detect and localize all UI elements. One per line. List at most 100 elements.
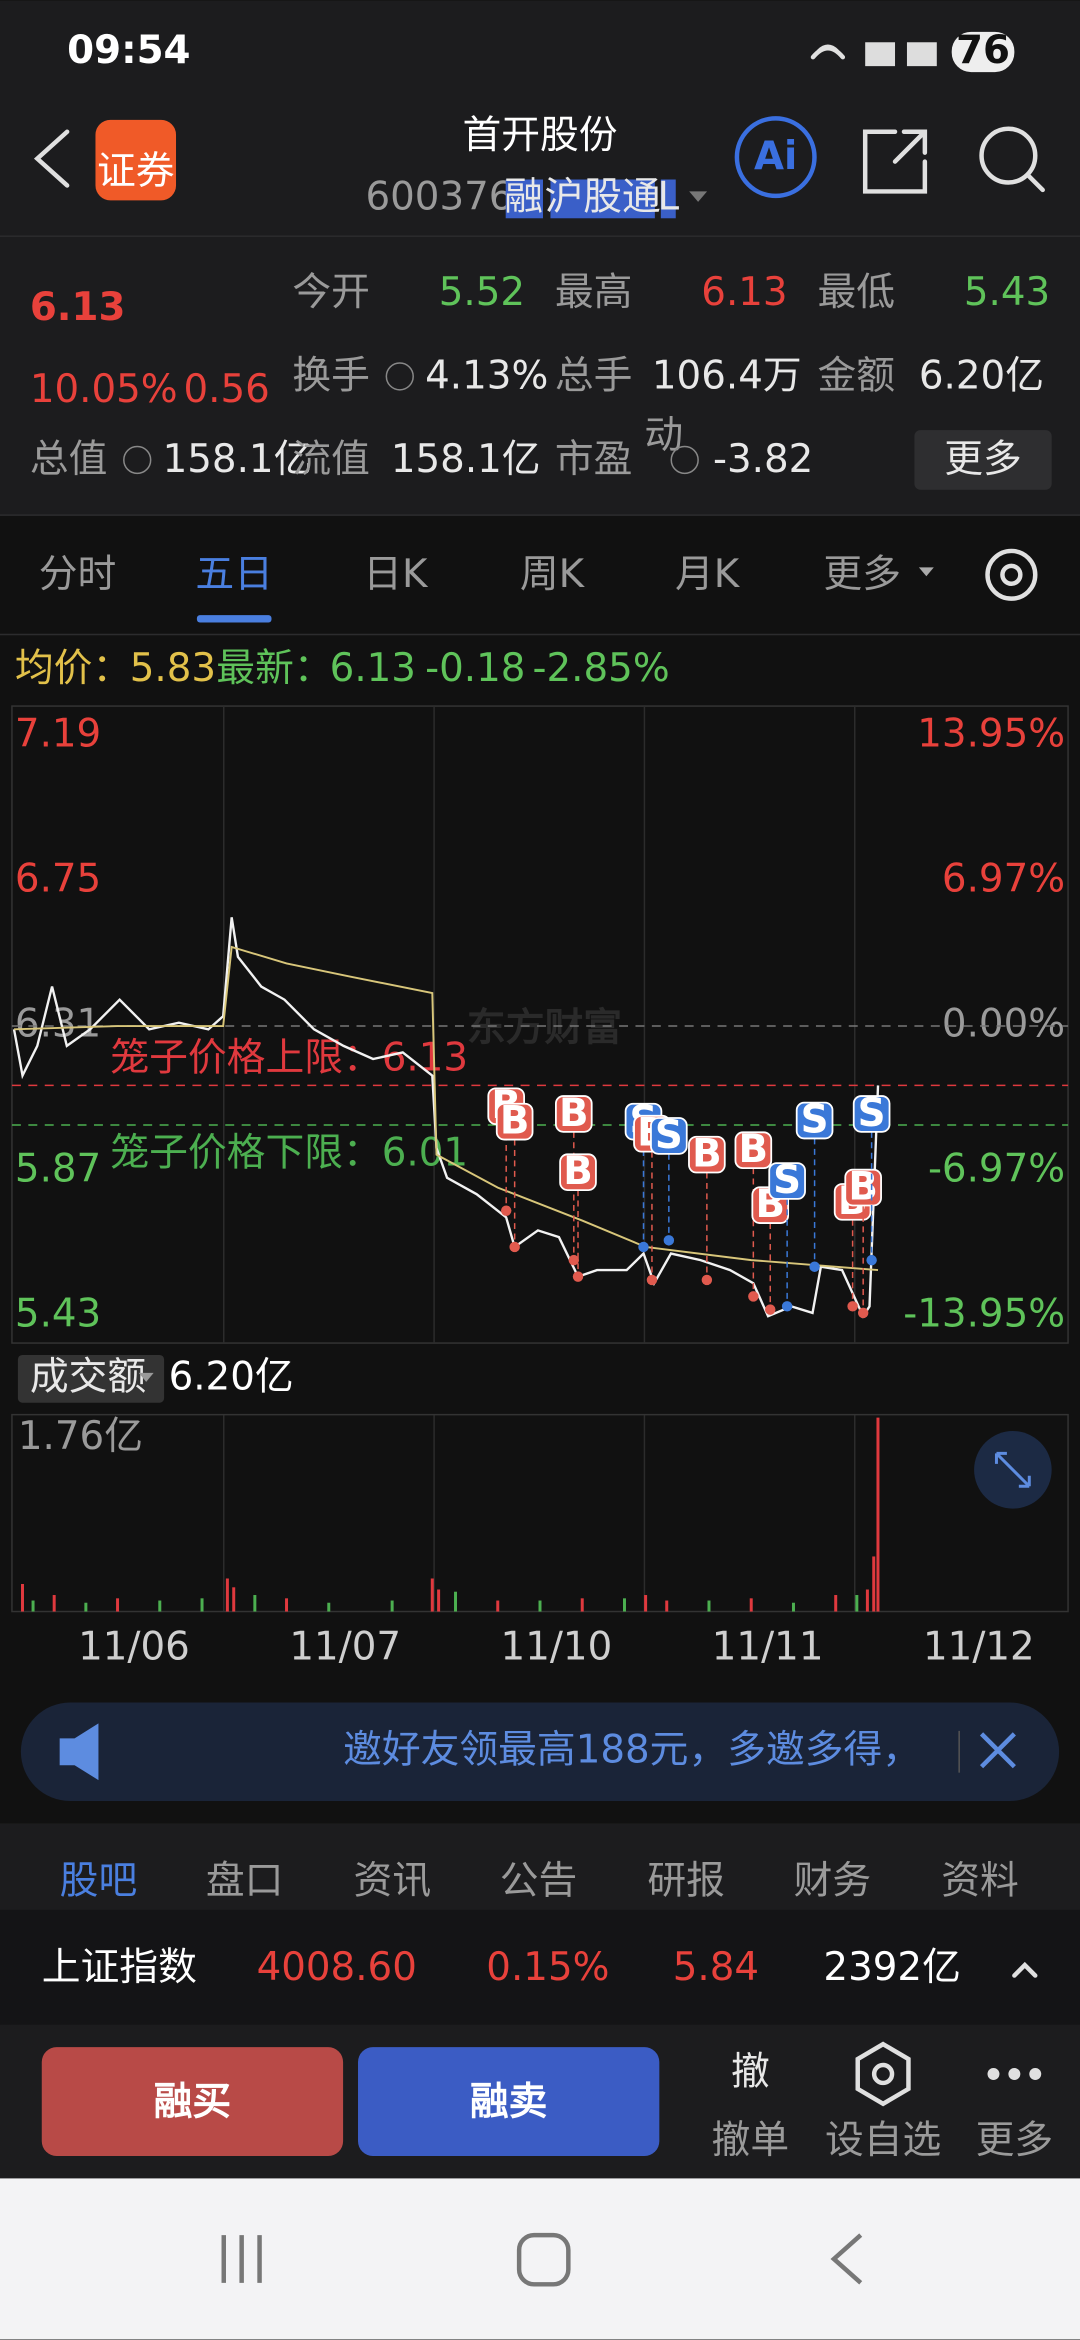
volume-bar (21, 1584, 24, 1612)
search-button[interactable] (979, 126, 1038, 185)
top-panel (0, 0, 1080, 516)
info-icon (123, 445, 152, 475)
volume-bar (31, 1600, 35, 1612)
cancel-label[interactable]: 撤单 (712, 2118, 790, 2163)
tab[interactable]: 日K (363, 552, 429, 597)
expand-caret[interactable] (1012, 1961, 1038, 1978)
cancel-icon[interactable]: 撤 (731, 2049, 770, 2094)
volume-bar (872, 1556, 876, 1612)
tag: 融 (504, 174, 543, 219)
home-button[interactable] (516, 2232, 571, 2287)
marker-label: S (773, 1158, 801, 1203)
more-button[interactable] (914, 430, 1052, 490)
watch-label[interactable]: 设自选 (825, 2118, 941, 2163)
tab[interactable]: 公告 (500, 1859, 578, 1904)
y2-tick-label: -6.97% (928, 1147, 1065, 1192)
shape (1029, 2068, 1042, 2080)
tab[interactable]: 周K (520, 552, 586, 597)
marker-dot (568, 1254, 580, 1266)
marker-dot (701, 1274, 713, 1286)
tag: L (657, 174, 679, 219)
watch-icon[interactable] (855, 2041, 911, 2107)
tab[interactable]: 资料 (941, 1859, 1019, 1904)
tab[interactable]: 研报 (647, 1859, 725, 1904)
tab-active[interactable]: 五日 (195, 552, 273, 597)
dropdown-icon (138, 1372, 154, 1382)
tab[interactable]: 资讯 (354, 1859, 432, 1904)
buy-label[interactable]: 融买 (154, 2079, 232, 2124)
info-icon (385, 362, 414, 391)
sell-label[interactable]: 融卖 (470, 2079, 548, 2124)
tab[interactable]: 分时 (39, 552, 117, 597)
ai-button[interactable] (734, 116, 817, 199)
tag-bg (550, 179, 655, 219)
tag-bg (505, 179, 543, 219)
y2-tick-label: 13.95% (917, 711, 1065, 756)
y2-tick-label: -13.95% (903, 1292, 1065, 1337)
index-amount: 2392亿 (823, 1945, 960, 1990)
marker-dot (638, 1241, 649, 1253)
dropdown-icon (689, 191, 708, 202)
field-value: 5.43 (964, 270, 1050, 315)
dropdown-icon (918, 567, 934, 577)
tab[interactable]: 更多 (823, 552, 901, 597)
megaphone-icon (59, 1723, 99, 1781)
x-tick-label: 11/12 (923, 1624, 1035, 1669)
tab[interactable]: 月K (675, 552, 741, 597)
settings-button[interactable] (985, 548, 1038, 601)
pe-note: 动 (644, 413, 683, 458)
volume-bar (834, 1595, 838, 1612)
y-tick-label: 7.19 (15, 711, 101, 756)
x-tick-label: 11/10 (501, 1624, 613, 1669)
x-tick-label: 11/06 (78, 1624, 190, 1669)
tab[interactable]: 盘口 (206, 1859, 284, 1904)
more-icon (987, 2068, 1042, 2080)
marker-dot (765, 1304, 776, 1315)
field-value: 6.20亿 (919, 353, 1044, 398)
field-label: 流值 (292, 437, 370, 482)
latest-label: 最新： (216, 646, 332, 691)
volume-title: 成交额 (30, 1354, 146, 1399)
banner[interactable] (20, 1702, 1060, 1801)
more-actions-label[interactable]: 更多 (976, 2118, 1054, 2163)
volume-bar (52, 1595, 56, 1612)
marker-dot (866, 1254, 877, 1266)
share-button[interactable] (862, 129, 928, 194)
signal-icon (865, 42, 896, 67)
field-label: 最低 (817, 270, 895, 315)
marker-dot (572, 1271, 584, 1282)
buy-button[interactable] (41, 2047, 344, 2157)
recents-button[interactable] (221, 2235, 262, 2283)
back-button[interactable] (33, 129, 70, 188)
volume-bar (253, 1595, 257, 1612)
marker-badge (688, 1135, 726, 1174)
more-label[interactable]: 更多 (944, 437, 1022, 482)
volume-bar (855, 1595, 859, 1612)
volume-selector[interactable] (17, 1354, 165, 1403)
battery (951, 31, 1015, 73)
volume-total: 6.20亿 (169, 1354, 294, 1399)
x-tick-label: 11/11 (712, 1624, 824, 1669)
marker-dot (809, 1261, 820, 1272)
volume-bar (437, 1589, 441, 1612)
sell-button[interactable] (358, 2047, 660, 2157)
index-change: 5.84 (673, 1945, 759, 1990)
volume-bar (538, 1600, 542, 1612)
field-value: 106.4万 (652, 353, 802, 398)
marker-dot (847, 1301, 858, 1312)
y-tick-label: 5.87 (15, 1147, 101, 1192)
field-label: 市盈 (555, 437, 633, 482)
marker-label: S (801, 1098, 829, 1143)
chart-frame (11, 705, 1069, 1344)
marker-label: B (739, 1127, 769, 1172)
volume-bar (496, 1600, 500, 1612)
tab[interactable]: 财务 (794, 1859, 872, 1904)
index-name: 上证指数 (42, 1945, 197, 1990)
nav-back-button[interactable] (830, 2233, 863, 2285)
tab-active[interactable]: 股吧 (60, 1859, 138, 1904)
volume-bar (707, 1600, 711, 1612)
field-value: 158.1亿 (391, 437, 541, 482)
index-pct: 0.15% (486, 1945, 609, 1990)
close-button[interactable] (979, 1732, 1016, 1769)
settings-icon (1000, 563, 1023, 586)
